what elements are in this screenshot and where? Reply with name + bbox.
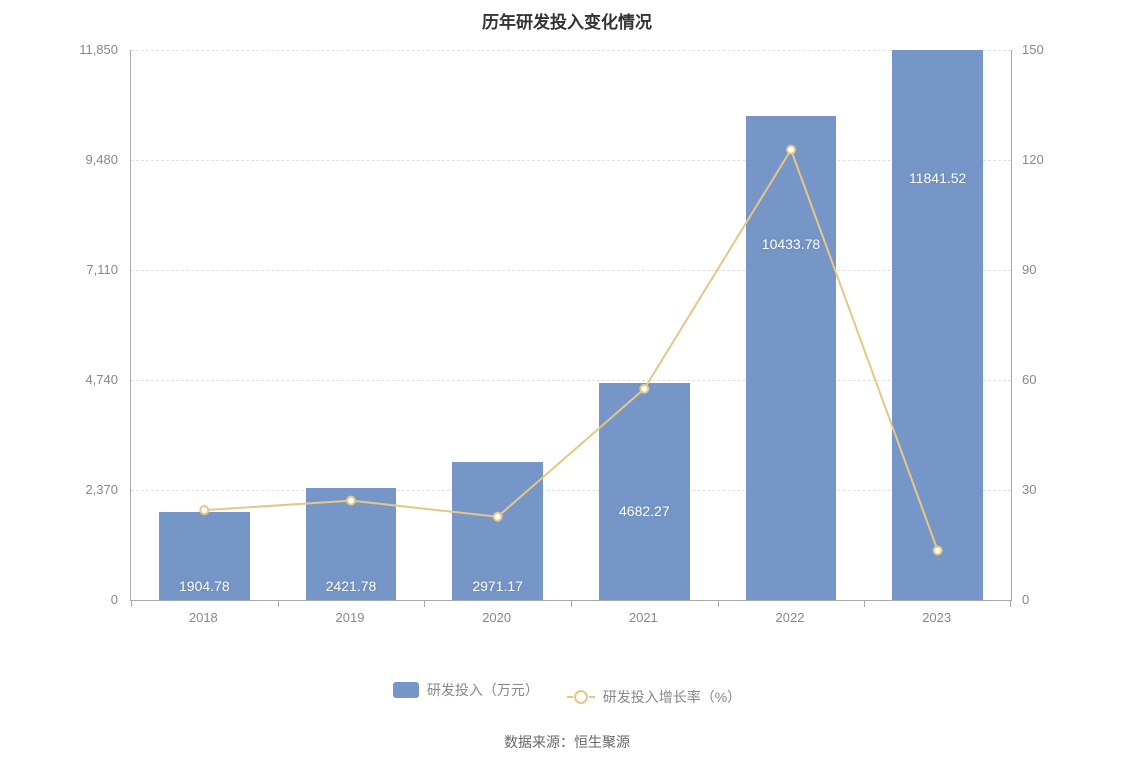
x-separator	[571, 600, 572, 607]
bar	[159, 512, 250, 600]
chart-title: 历年研发投入变化情况	[0, 8, 1134, 33]
y-right-tick: 30	[1022, 482, 1036, 497]
x-separator	[864, 600, 865, 607]
x-separator	[1010, 600, 1011, 607]
bar	[306, 488, 397, 600]
bar	[599, 383, 690, 600]
y-left-tick: 7,110	[0, 262, 118, 277]
x-separator	[424, 600, 425, 607]
legend-line-swatch	[567, 689, 595, 705]
y-left-tick: 4,740	[0, 372, 118, 387]
x-tick: 2021	[570, 610, 717, 625]
gridline	[131, 270, 1011, 271]
chart-canvas: 历年研发投入变化情况 1904.782421.782971.174682.271…	[0, 0, 1134, 766]
x-tick: 2022	[717, 610, 864, 625]
data-source: 数据来源：恒生聚源	[0, 732, 1134, 752]
y-left-tick: 2,370	[0, 482, 118, 497]
x-separator	[131, 600, 132, 607]
x-tick: 2020	[423, 610, 570, 625]
gridline	[131, 160, 1011, 161]
y-right-tick: 150	[1022, 42, 1044, 57]
line-series-overlay	[131, 50, 1011, 600]
x-separator	[278, 600, 279, 607]
bar	[746, 116, 837, 600]
legend-item-line: 研发投入增长率（%）	[567, 687, 741, 707]
bar	[892, 50, 983, 600]
bar	[452, 462, 543, 600]
x-tick: 2023	[863, 610, 1010, 625]
y-left-tick: 9,480	[0, 152, 118, 167]
gridline	[131, 380, 1011, 381]
x-separator	[718, 600, 719, 607]
y-right-tick: 60	[1022, 372, 1036, 387]
legend-item-bar: 研发投入（万元）	[393, 680, 539, 700]
x-tick: 2018	[130, 610, 277, 625]
y-right-tick: 120	[1022, 152, 1044, 167]
gridline	[131, 50, 1011, 51]
plot-area: 1904.782421.782971.174682.2710433.781184…	[130, 50, 1012, 601]
legend-line-label: 研发投入增长率（%）	[603, 687, 741, 707]
y-right-tick: 0	[1022, 592, 1029, 607]
y-left-tick: 11,850	[0, 42, 118, 57]
y-right-tick: 90	[1022, 262, 1036, 277]
y-left-tick: 0	[0, 592, 118, 607]
legend-bar-swatch	[393, 682, 419, 698]
x-tick: 2019	[277, 610, 424, 625]
gridline	[131, 490, 1011, 491]
legend-bar-label: 研发投入（万元）	[427, 680, 539, 700]
legend: 研发投入（万元） 研发投入增长率（%）	[0, 680, 1134, 707]
